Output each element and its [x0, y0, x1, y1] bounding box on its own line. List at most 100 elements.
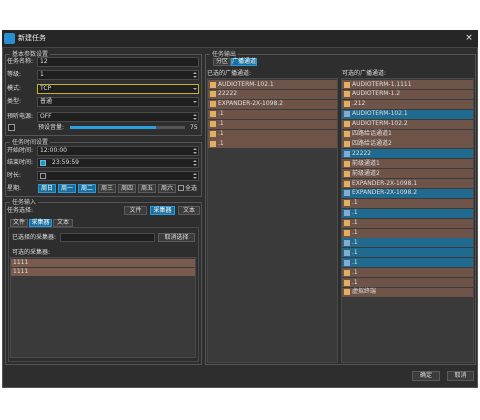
channel-row[interactable]: AUDIOTERM-1.2	[342, 89, 473, 99]
channel-row[interactable]: 22222	[208, 89, 337, 99]
field-label: 预听电源:	[7, 113, 34, 120]
source-button[interactable]: 采集器	[150, 206, 175, 215]
title-bar	[2, 30, 478, 48]
channel-row[interactable]: AUDIOTERM-102.1	[208, 80, 337, 89]
channel-row[interactable]: .1	[342, 268, 473, 278]
channel-row[interactable]: .1	[342, 198, 473, 208]
channel-icon	[210, 91, 216, 98]
start-input[interactable]: 12:00:00	[37, 146, 199, 156]
arrow	[193, 72, 197, 74]
source-button[interactable]: 文本	[178, 206, 200, 215]
channel-row[interactable]: 虚拟终端	[342, 287, 473, 297]
channel-icon	[344, 81, 350, 88]
collector-item[interactable]: 1111	[11, 268, 195, 276]
channel-row[interactable]: .1	[342, 278, 473, 287]
end-value: 23:59:59	[52, 159, 79, 166]
channel-row[interactable]: 四路给话通道1	[342, 129, 473, 139]
channel-row[interactable]: .212	[342, 99, 473, 109]
source-tab[interactable]: 采集器	[29, 219, 52, 227]
channel-row[interactable]: .1	[342, 228, 473, 238]
arrow	[193, 177, 197, 179]
channel-icon	[344, 259, 350, 266]
channel-row[interactable]: .1	[342, 208, 473, 218]
arrow	[193, 152, 197, 154]
channel-row[interactable]: 四路给话通道2	[342, 139, 473, 149]
channel-icon	[344, 121, 350, 128]
field-input[interactable]: TCP	[37, 84, 199, 94]
channel-icon	[344, 269, 350, 276]
channel-icon	[210, 140, 216, 147]
channel-icon	[210, 121, 216, 128]
channel-row[interactable]: .1	[342, 248, 473, 258]
field-input[interactable]: 12	[37, 57, 199, 67]
channel-row[interactable]: .1	[208, 139, 337, 149]
field-label: 类型:	[7, 98, 22, 105]
channel-row[interactable]: AUDIOTERM-102.2	[342, 119, 473, 129]
volume-value: 75	[190, 123, 198, 131]
basic-group-title: 基本参数设置	[10, 50, 51, 58]
channel-row[interactable]: AUDIOTERM-1.1111	[342, 80, 473, 89]
arrow	[193, 160, 197, 162]
end-checkbox[interactable]	[40, 160, 46, 166]
channel-row[interactable]: .1	[208, 129, 337, 139]
channel-row[interactable]: EXPANDER-2X-1098.1	[342, 179, 473, 188]
day-button[interactable]: 周四	[118, 184, 136, 193]
basic-group	[5, 54, 202, 136]
day-button[interactable]: 周三	[98, 184, 116, 193]
arrow	[193, 114, 197, 116]
output-tab[interactable]: 广播通道	[231, 58, 257, 66]
channel-row[interactable]: .1	[342, 258, 473, 268]
source-tab[interactable]: 文件	[10, 219, 28, 227]
channel-row[interactable]: AUDIOTERM-102.1	[342, 109, 473, 119]
channel-row[interactable]: EXPANDER-2X-1098.2	[342, 188, 473, 198]
channel-icon	[344, 239, 350, 246]
channel-icon	[344, 289, 350, 296]
day-button[interactable]: 周日	[38, 184, 56, 193]
all-checkbox[interactable]	[178, 185, 184, 191]
channel-row[interactable]: 前级通道1	[342, 159, 473, 169]
channel-row[interactable]: 22222	[342, 149, 473, 159]
arrow	[193, 101, 197, 103]
ok-button[interactable]: 确定	[412, 371, 440, 381]
start-label: 开始时间:	[7, 147, 34, 154]
channel-icon	[344, 131, 350, 137]
channel-icon	[344, 180, 350, 187]
channel-icon	[344, 220, 350, 227]
channel-icon	[344, 279, 350, 286]
channel-row[interactable]: EXPANDER-2X-1098.2	[208, 99, 337, 109]
day-button[interactable]: 周五	[138, 184, 156, 193]
input-group	[5, 202, 202, 365]
field-input[interactable]: 普通	[37, 97, 199, 107]
cancel-button[interactable]: 取消	[447, 371, 474, 381]
channel-row[interactable]: 前级通道2	[342, 169, 473, 179]
duration-checkbox[interactable]	[40, 173, 46, 179]
channel-icon	[210, 111, 216, 118]
channel-row[interactable]: .1	[342, 238, 473, 248]
channel-row[interactable]: .1	[342, 218, 473, 228]
field-input[interactable]: 1	[37, 70, 199, 80]
day-button[interactable]: 周二	[78, 184, 96, 193]
day-button[interactable]: 周六	[158, 184, 176, 193]
volume-label: 预设音量:	[38, 123, 65, 131]
end-input	[37, 158, 199, 168]
channel-icon	[344, 91, 350, 98]
channel-icon	[210, 81, 216, 88]
channel-icon	[344, 249, 350, 256]
source-button[interactable]: 文件	[124, 206, 147, 215]
channel-icon	[344, 170, 350, 177]
output-tab[interactable]: 分区	[213, 58, 231, 66]
close-button[interactable]: ×	[465, 33, 473, 43]
field-input[interactable]: OFF	[37, 112, 199, 122]
channel-row[interactable]: .1	[208, 119, 337, 129]
source-tab[interactable]: 文本	[53, 219, 73, 227]
channel-icon	[344, 101, 350, 108]
selected-collector-label: 已选择的采集器:	[12, 233, 57, 241]
select-label: 任务选择:	[7, 207, 34, 214]
day-button[interactable]: 周一	[58, 184, 76, 193]
collector-item[interactable]: 1111	[11, 259, 195, 267]
cancel-select-button[interactable]: 取消选择	[158, 233, 195, 242]
channel-icon	[344, 111, 350, 118]
volume-checkbox[interactable]	[8, 124, 15, 131]
channel-row[interactable]: .1	[208, 109, 337, 119]
